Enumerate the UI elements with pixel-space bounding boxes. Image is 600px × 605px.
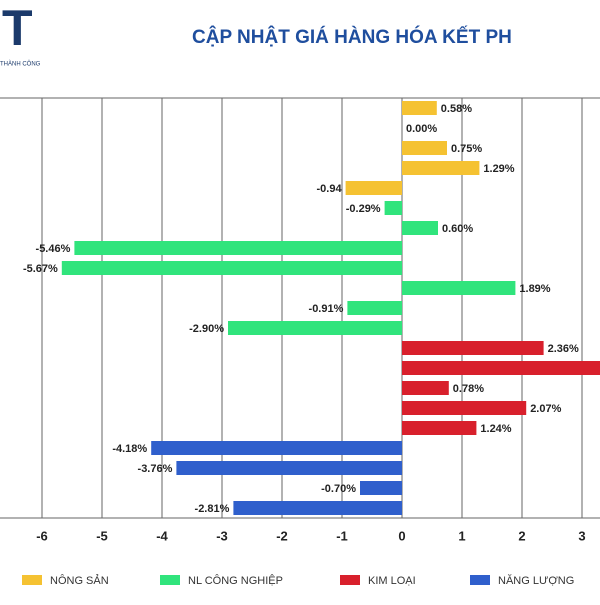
bar — [384, 201, 402, 215]
x-tick-label: 2 — [518, 528, 525, 543]
x-tick-label: -4 — [156, 528, 168, 543]
value-label: 2.07% — [530, 403, 561, 415]
value-label: 1.89% — [519, 283, 550, 295]
x-tick-label: -6 — [36, 528, 48, 543]
bar — [402, 361, 600, 375]
value-label: 0.00% — [406, 123, 437, 135]
x-tick-label: 1 — [458, 528, 465, 543]
value-label: 1.24% — [480, 423, 511, 435]
bar — [347, 301, 402, 315]
value-label: 0.78% — [453, 383, 484, 395]
x-tick-label: -3 — [216, 528, 228, 543]
bar — [402, 101, 437, 115]
chart-title: CẬP NHẬT GIÁ HÀNG HÓA KẾT PH — [192, 26, 512, 48]
value-label: -0.91% — [309, 303, 344, 315]
brand: THÀNH CÔNG — [0, 61, 41, 68]
bar — [402, 341, 544, 355]
bar — [151, 441, 402, 455]
value-label: -0.94 — [317, 183, 343, 195]
value-label: -4.18% — [112, 443, 147, 455]
legend-label: NĂNG LƯỢNG — [498, 574, 574, 587]
x-tick-label: -2 — [276, 528, 288, 543]
bar — [402, 281, 516, 295]
value-label: 0.75% — [451, 143, 482, 155]
value-label: 1.29% — [483, 163, 514, 175]
bar — [402, 221, 438, 235]
bar — [402, 421, 477, 435]
legend-swatch — [470, 575, 490, 585]
legend-swatch — [340, 575, 360, 585]
value-label: -5.46% — [36, 243, 71, 255]
bar — [402, 141, 447, 155]
legend-swatch — [22, 575, 42, 585]
legend-label: NL CÔNG NGHIỆP — [188, 574, 283, 587]
value-label: -3.76% — [138, 463, 173, 475]
legend-label: KIM LOẠI — [368, 575, 416, 587]
x-tick-label: -5 — [96, 528, 108, 543]
x-tick-label: -1 — [336, 528, 348, 543]
bar — [61, 261, 403, 275]
bar — [228, 321, 402, 335]
value-label: -5.67% — [23, 263, 58, 275]
bar — [402, 161, 480, 175]
bar — [402, 401, 527, 415]
bar — [360, 481, 402, 495]
bar — [402, 381, 449, 395]
x-tick-label: 0 — [398, 528, 405, 543]
value-label: -0.70% — [321, 483, 356, 495]
value-label: 0.58% — [441, 103, 472, 115]
x-tick-label: 3 — [578, 528, 585, 543]
bar — [233, 501, 402, 515]
logo: T — [2, 0, 33, 56]
value-label: -0.29% — [346, 203, 381, 215]
bar — [345, 181, 402, 195]
value-label: 2.36% — [548, 343, 579, 355]
value-label: -2.81% — [195, 503, 230, 515]
value-label: -2.90% — [189, 323, 224, 335]
legend-label: NÔNG SẢN — [50, 574, 109, 587]
legend-swatch — [160, 575, 180, 585]
bar — [74, 241, 403, 255]
value-label: 0.60% — [442, 223, 473, 235]
bar — [176, 461, 402, 475]
